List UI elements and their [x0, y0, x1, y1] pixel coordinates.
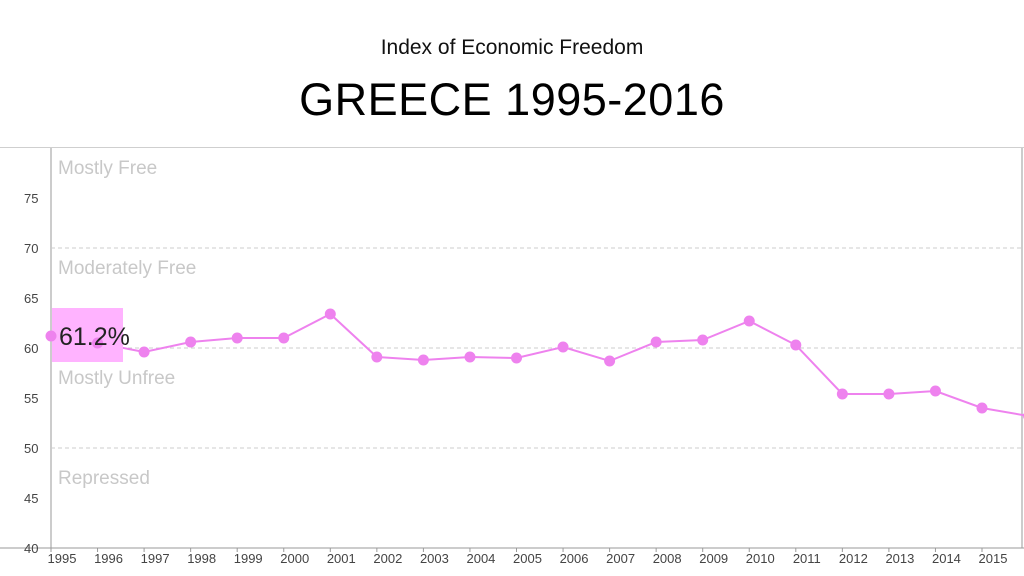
zone-label: Moderately Free [58, 258, 196, 279]
y-tick-label: 70 [24, 241, 38, 256]
data-point [464, 351, 476, 363]
data-point [557, 341, 569, 353]
top-divider [0, 147, 1024, 148]
data-point [929, 385, 941, 397]
y-tick-label: 45 [24, 491, 38, 506]
y-tick-label: 50 [24, 441, 38, 456]
data-point [231, 332, 243, 344]
x-tick-label: 2005 [513, 551, 542, 566]
x-tick-label: 2006 [560, 551, 589, 566]
series-line [50, 312, 1024, 417]
x-tick-label: 2009 [699, 551, 728, 566]
x-tick-label: 2008 [653, 551, 682, 566]
y-tick-label: 65 [24, 291, 38, 306]
data-point [976, 402, 988, 414]
data-point [92, 337, 104, 349]
zone-label: Repressed [58, 468, 150, 489]
x-tick-label: 2001 [327, 551, 356, 566]
x-tick-label: 2014 [932, 551, 961, 566]
data-point [417, 354, 429, 366]
x-tick-label: 1996 [94, 551, 123, 566]
x-tick-label: 2002 [373, 551, 402, 566]
x-tick-label: 2011 [793, 551, 821, 566]
x-tick-label: 2012 [839, 551, 868, 566]
x-tick-label: 2013 [885, 551, 914, 566]
y-tick-label: 55 [24, 391, 38, 406]
zone-label: Mostly Free [58, 158, 157, 179]
chart-title: GREECE 1995-2016 [299, 74, 725, 125]
data-point [138, 346, 150, 358]
data-point [371, 351, 383, 363]
data-point [278, 332, 290, 344]
highlight-callout-box [52, 308, 123, 362]
data-point [604, 355, 616, 367]
x-tick-label: 2003 [420, 551, 449, 566]
data-point [836, 388, 848, 400]
data-point [511, 352, 522, 364]
x-tick-label: 2000 [280, 551, 309, 566]
x-tick-label: 2004 [466, 551, 495, 566]
x-tick-label: 1995 [48, 551, 77, 566]
x-tick-label: 2010 [746, 551, 775, 566]
y-tick-label: 40 [24, 541, 38, 556]
data-point [45, 330, 57, 342]
data-point [743, 315, 755, 327]
x-tick-label: 1997 [141, 551, 170, 566]
data-point [883, 388, 895, 400]
data-point [697, 334, 709, 346]
zone-label: Mostly Unfree [58, 368, 175, 389]
x-tick-label: 2015 [979, 551, 1008, 566]
x-tick-label: 2007 [606, 551, 635, 566]
data-point [324, 308, 336, 320]
y-tick-label: 75 [24, 191, 38, 206]
highlight-callout-value: 61.2% [59, 323, 130, 351]
x-tick-label: 1999 [234, 551, 263, 566]
chart-subtitle: Index of Economic Freedom [380, 36, 644, 59]
data-point [790, 339, 802, 351]
x-tick-label: 1998 [187, 551, 216, 566]
data-point [650, 336, 662, 348]
y-tick-label: 60 [24, 341, 38, 356]
data-point [185, 336, 197, 348]
